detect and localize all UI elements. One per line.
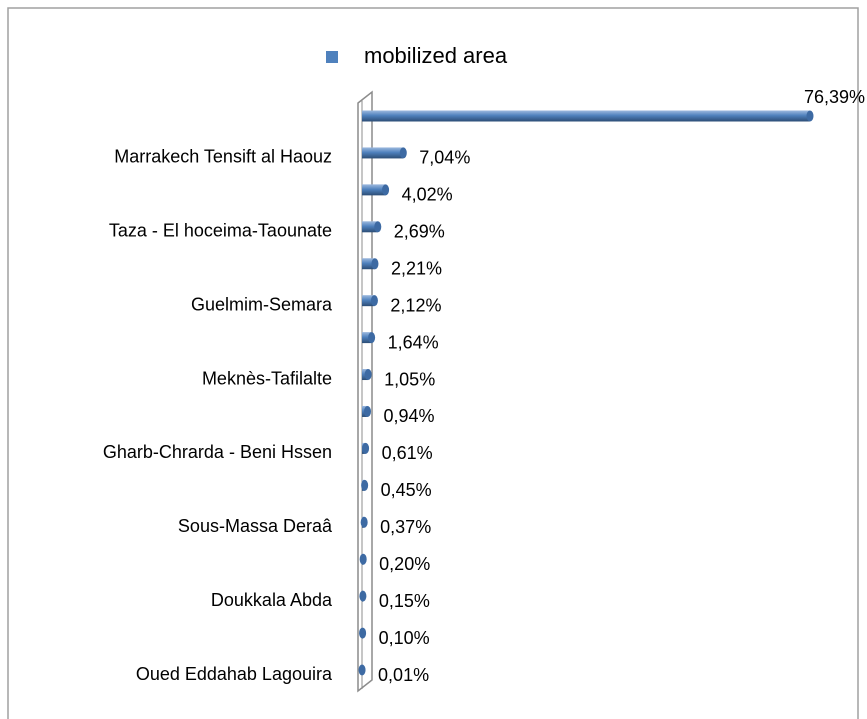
data-label: 0,20% bbox=[379, 554, 430, 574]
y-tick-label: Marrakech Tensift al Haouz bbox=[114, 147, 332, 167]
bar bbox=[362, 442, 370, 454]
data-label: 0,94% bbox=[384, 406, 435, 426]
data-label: 0,10% bbox=[379, 628, 430, 648]
y-tick-label: Doukkala Abda bbox=[211, 590, 333, 610]
bar bbox=[362, 332, 376, 344]
bar bbox=[362, 258, 379, 270]
y-tick-label: Meknès-Tafilalte bbox=[202, 368, 332, 388]
data-label: 2,12% bbox=[390, 295, 441, 315]
data-label: 0,01% bbox=[378, 665, 429, 685]
bar bbox=[361, 479, 369, 491]
data-label: 2,21% bbox=[391, 258, 442, 278]
bar bbox=[359, 590, 367, 602]
bar bbox=[359, 627, 367, 639]
y-tick-label: Guelmim-Semara bbox=[191, 294, 333, 314]
y-tick-label: Gharb-Chrarda - Beni Hssen bbox=[103, 442, 332, 462]
data-label: 0,61% bbox=[382, 443, 433, 463]
data-label: 2,69% bbox=[394, 222, 445, 242]
y-tick-label: Taza - El hoceima-Taounate bbox=[109, 221, 332, 241]
data-label: 0,37% bbox=[380, 517, 431, 537]
bar bbox=[362, 184, 390, 196]
bar bbox=[358, 664, 366, 676]
bar bbox=[362, 295, 378, 307]
data-label: 0,45% bbox=[381, 480, 432, 500]
data-label: 1,64% bbox=[388, 332, 439, 352]
data-label: 0,15% bbox=[379, 591, 430, 611]
bar bbox=[360, 516, 368, 528]
axis-wall bbox=[357, 90, 373, 693]
data-label: 1,05% bbox=[384, 369, 435, 389]
data-label: 7,04% bbox=[419, 148, 470, 168]
bar bbox=[359, 553, 367, 565]
data-label: 4,02% bbox=[402, 185, 453, 205]
legend-swatch bbox=[326, 51, 338, 63]
chart-frame bbox=[7, 7, 859, 719]
bar bbox=[362, 110, 814, 122]
y-tick-label: Oued Eddahab Lagouira bbox=[136, 664, 333, 684]
y-tick-label: Sous-Massa Deraâ bbox=[178, 516, 333, 536]
bar bbox=[362, 221, 382, 233]
legend-label: mobilized area bbox=[364, 43, 508, 68]
bar bbox=[362, 405, 372, 417]
data-label: 76,39% bbox=[804, 87, 865, 107]
bar bbox=[362, 369, 372, 381]
bar bbox=[362, 147, 407, 159]
